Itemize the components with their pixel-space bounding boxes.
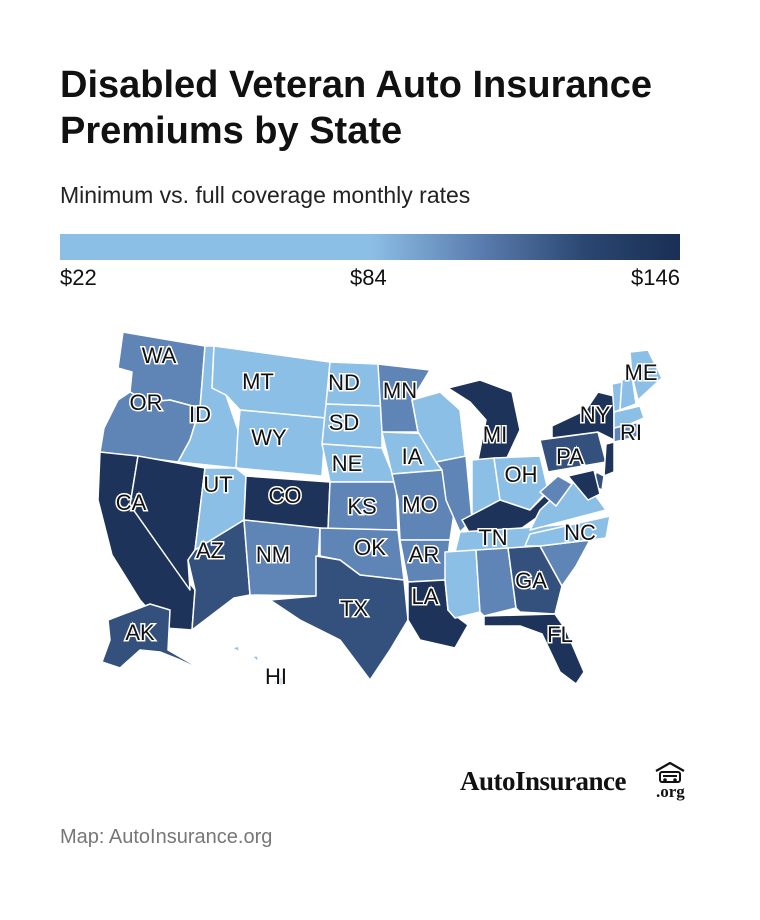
- brand-logo: AutoInsurance .org: [460, 762, 690, 802]
- state-label-nm: NM: [256, 542, 290, 567]
- brand-logo-suffix: .org: [656, 782, 685, 801]
- state-label-me: ME: [625, 360, 658, 385]
- state-label-sd: SD: [329, 410, 360, 435]
- state-label-hi: HI: [265, 664, 287, 689]
- state-md: [567, 469, 601, 501]
- color-scale-bar: [60, 234, 680, 260]
- state-me: [629, 349, 663, 401]
- state-label-ks: KS: [347, 494, 376, 519]
- state-label-nd: ND: [328, 370, 360, 395]
- brand-logo-text: AutoInsurance: [460, 766, 627, 796]
- state-label-id: ID: [189, 402, 211, 427]
- car-in-garage-icon: [655, 762, 685, 783]
- state-label-wa: WA: [142, 343, 177, 368]
- state-label-ok: OK: [354, 535, 386, 560]
- state-label-ar: AR: [409, 542, 440, 567]
- state-al: [475, 547, 517, 617]
- state-label-mn: MN: [383, 378, 417, 403]
- legend-min-label: $22: [60, 265, 97, 290]
- state-label-co: CO: [269, 483, 302, 508]
- legend-mid-label: $84: [350, 265, 387, 290]
- map-subtitle: Minimum vs. full coverage monthly rates: [60, 182, 471, 208]
- state-label-ny: NY: [580, 402, 611, 427]
- state-nj: [603, 441, 615, 477]
- state-label-ri: RI: [620, 420, 642, 445]
- state-nc: [524, 515, 611, 547]
- state-hi: [231, 645, 285, 687]
- state-tx: [269, 555, 409, 681]
- state-nh: [619, 375, 637, 411]
- map-title: Disabled Veteran Auto Insurance Premiums…: [60, 64, 652, 152]
- state-label-tn: TN: [478, 525, 507, 550]
- state-label-mo: MO: [402, 492, 437, 517]
- state-ak: [101, 603, 207, 673]
- state-label-ak: AK: [125, 620, 155, 645]
- state-label-fl: FL: [547, 622, 573, 647]
- state-label-wy: WY: [251, 425, 287, 450]
- state-ma: [613, 405, 645, 429]
- state-label-ut: UT: [203, 472, 232, 497]
- state-label-mt: MT: [242, 369, 274, 394]
- state-label-az: AZ: [196, 538, 224, 563]
- state-wy: [235, 409, 327, 477]
- state-label-or: OR: [130, 390, 163, 415]
- state-label-ne: NE: [332, 451, 363, 476]
- state-label-mi: MI: [483, 422, 507, 447]
- legend-max-label: $146: [631, 265, 680, 290]
- state-label-ga: GA: [515, 568, 547, 593]
- state-label-tx: TX: [340, 596, 368, 621]
- state-fl: [483, 613, 585, 685]
- state-wv: [539, 475, 573, 507]
- state-label-la: LA: [412, 584, 439, 609]
- state-label-oh: OH: [505, 462, 538, 487]
- state-label-ca: CA: [116, 490, 147, 515]
- state-label-nc: NC: [564, 520, 596, 545]
- state-ri: [629, 421, 641, 439]
- state-label-pa: PA: [556, 444, 584, 469]
- state-ms: [444, 549, 481, 619]
- state-label-ia: IA: [402, 444, 423, 469]
- source-note: Map: AutoInsurance.org: [60, 826, 273, 848]
